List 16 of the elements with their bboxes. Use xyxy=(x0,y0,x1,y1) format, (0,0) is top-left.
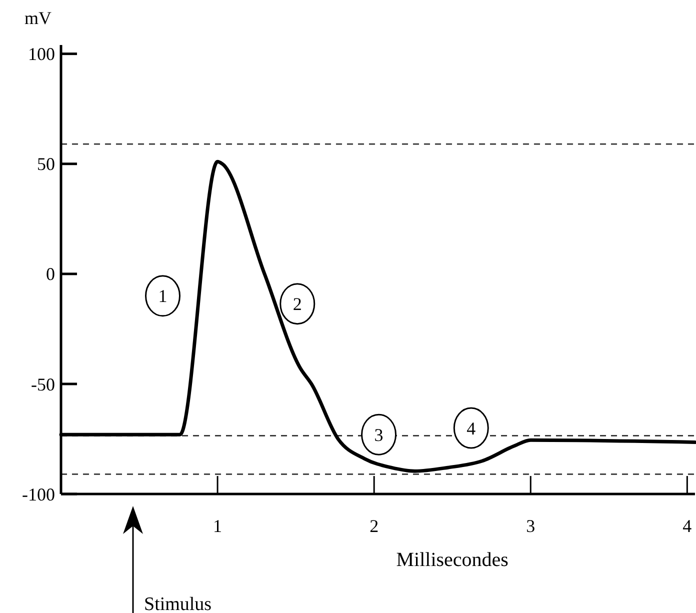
annotation: 1 xyxy=(158,286,168,306)
y-tick-label: 0 xyxy=(46,264,55,284)
annotation: 3 xyxy=(374,424,384,445)
x-tick-label: 2 xyxy=(370,516,379,536)
x-tick-label: 1 xyxy=(213,516,222,536)
y-tick-label: -50 xyxy=(31,374,55,394)
y-axis-title: mV xyxy=(24,8,52,28)
annotation: 4 xyxy=(466,418,476,438)
x-tick-label: 3 xyxy=(526,516,536,536)
x-axis-title: Millisecondes xyxy=(396,549,509,571)
y-tick-label: 50 xyxy=(37,154,55,174)
annotation: 2 xyxy=(292,294,302,314)
y-tick-label: 100 xyxy=(28,44,55,64)
y-tick-label: -100 xyxy=(22,484,55,504)
text: Stimulus xyxy=(144,594,212,613)
x-tick-label: 4 xyxy=(682,516,692,536)
